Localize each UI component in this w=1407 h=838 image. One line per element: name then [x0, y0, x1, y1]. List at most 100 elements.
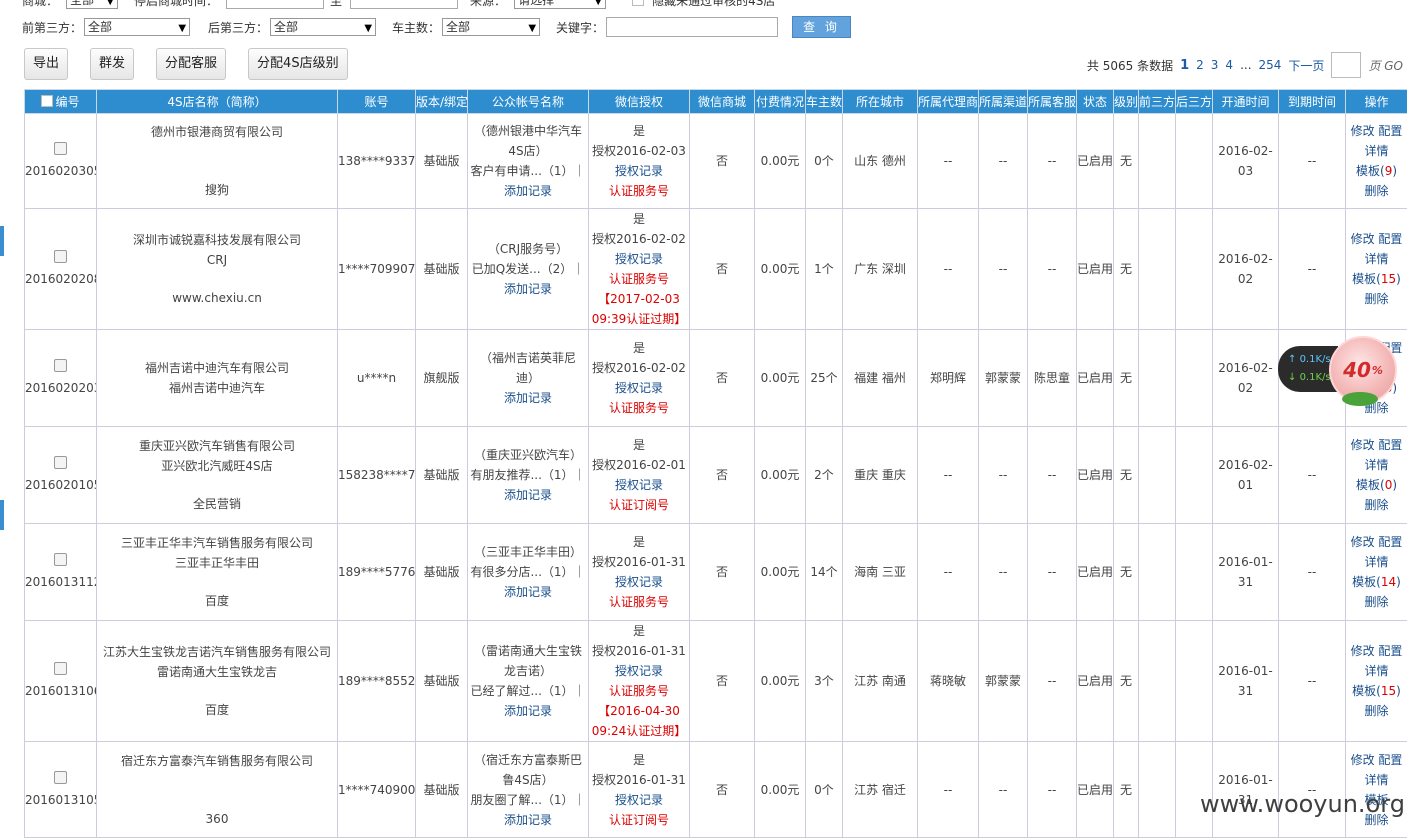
hide-unapproved-checkbox[interactable] [632, 0, 644, 6]
page-jump-input[interactable] [1331, 52, 1361, 78]
config-link[interactable]: 配置 [1378, 124, 1402, 138]
page-link-3[interactable]: 3 [1211, 58, 1219, 72]
template-link[interactable]: 模板(0) [1356, 478, 1397, 492]
auth-record-link[interactable]: 授权记录 [589, 161, 689, 181]
mall-select[interactable]: 全部▼ [66, 0, 118, 9]
delete-link[interactable]: 删除 [1364, 292, 1388, 306]
store-name: 三亚丰正华丰汽车销售服务有限公司 [97, 533, 337, 553]
auth-flag: 是 [589, 121, 689, 141]
config-link[interactable]: 配置 [1378, 535, 1402, 549]
detail-link[interactable]: 详情 [1364, 458, 1388, 472]
before3-select[interactable]: 全部▼ [84, 18, 190, 36]
add-record-link[interactable]: 添加记录 [468, 701, 588, 721]
version-cell: 基础版 [416, 209, 468, 330]
agent-cell: -- [918, 114, 979, 209]
detail-link[interactable]: 详情 [1364, 773, 1388, 787]
delete-link[interactable]: 删除 [1364, 498, 1388, 512]
go-button[interactable]: 页 GO [1368, 57, 1403, 74]
export-button[interactable]: 导出 [24, 48, 68, 80]
toolbar: 导出 群发 分配客服 分配4S店级别 [24, 48, 370, 80]
assign-level-button[interactable]: 分配4S店级别 [248, 48, 348, 80]
wx-name: （CRJ服务号） [468, 239, 588, 259]
add-record-link[interactable]: 添加记录 [468, 485, 588, 505]
row-checkbox[interactable] [54, 359, 67, 372]
row-checkbox[interactable] [54, 250, 67, 263]
page-link-2[interactable]: 2 [1196, 58, 1204, 72]
after3-cell [1176, 524, 1213, 621]
auth-flag: 是 [589, 338, 689, 358]
owners-label: 车主数： [392, 19, 440, 36]
query-button[interactable]: 查 询 [792, 16, 851, 38]
version-cell: 基础版 [416, 621, 468, 742]
edit-link[interactable]: 修改 [1351, 124, 1375, 138]
channel-cell: -- [979, 114, 1028, 209]
next-page-link[interactable]: 下一页 [1288, 57, 1324, 74]
template-link[interactable]: 模板(9) [1356, 164, 1397, 178]
edit-link[interactable]: 修改 [1351, 753, 1375, 767]
config-link[interactable]: 配置 [1378, 232, 1402, 246]
auth-date: 授权2016-01-31 [589, 641, 689, 661]
edit-link[interactable]: 修改 [1351, 535, 1375, 549]
after3-select[interactable]: 全部▼ [270, 18, 376, 36]
group-send-button[interactable]: 群发 [90, 48, 134, 80]
page-link-1[interactable]: 1 [1180, 58, 1189, 73]
auth-record-link[interactable]: 授权记录 [589, 378, 689, 398]
config-link[interactable]: 配置 [1378, 438, 1402, 452]
keyword-input[interactable] [606, 17, 778, 37]
detail-link[interactable]: 详情 [1364, 252, 1388, 266]
add-record-link[interactable]: 添加记录 [468, 582, 588, 602]
row-checkbox[interactable] [54, 142, 67, 155]
page-link-4[interactable]: 4 [1225, 58, 1233, 72]
add-record-link[interactable]: 添加记录 [468, 279, 588, 299]
auth-record-link[interactable]: 授权记录 [589, 790, 689, 810]
detail-link[interactable]: 详情 [1364, 555, 1388, 569]
row-checkbox[interactable] [54, 771, 67, 784]
cs-cell: -- [1028, 742, 1077, 838]
detail-link[interactable]: 详情 [1364, 664, 1388, 678]
auth-record-link[interactable]: 授权记录 [589, 475, 689, 495]
open-date-cell: 2016-02-01 [1213, 427, 1279, 524]
col-wx-name: 公众帐号名称 [468, 90, 589, 114]
add-record-link[interactable]: 添加记录 [468, 181, 588, 201]
template-link[interactable]: 模板(15) [1352, 684, 1401, 698]
cs-cell: -- [1028, 427, 1077, 524]
owners-select[interactable]: 全部▼ [442, 18, 540, 36]
edit-link[interactable]: 修改 [1351, 438, 1375, 452]
edit-link[interactable]: 修改 [1351, 644, 1375, 658]
row-checkbox[interactable] [54, 662, 67, 675]
end-date-input[interactable] [350, 0, 458, 9]
delete-link[interactable]: 删除 [1364, 184, 1388, 198]
start-date-input[interactable] [226, 0, 324, 9]
expire-date-cell: -- [1279, 114, 1346, 209]
delete-link[interactable]: 删除 [1364, 704, 1388, 718]
config-link[interactable]: 配置 [1378, 753, 1402, 767]
add-record-link[interactable]: 添加记录 [468, 810, 588, 830]
wx-name-cell: （雷诺南通大生宝铁龙吉诺）已经了解过...（1）｜添加记录 [468, 621, 589, 742]
page-link-last[interactable]: 254 [1259, 58, 1282, 72]
detail-link[interactable]: 详情 [1364, 144, 1388, 158]
source-select[interactable]: 请选择▼ [514, 0, 606, 9]
template-link[interactable]: 模板(14) [1352, 575, 1401, 589]
open-date-cell: 2016-02-02 [1213, 209, 1279, 330]
auth-record-link[interactable]: 授权记录 [589, 661, 689, 681]
assign-cs-button[interactable]: 分配客服 [156, 48, 226, 80]
after3-label: 后第三方： [208, 19, 268, 36]
wx-name-cell: （三亚丰正华丰田）有很多分店...（1）｜添加记录 [468, 524, 589, 621]
pagination: 共 5065 条数据 1 2 3 4 ... 254 下一页 页 GO [1087, 52, 1403, 78]
delete-link[interactable]: 删除 [1364, 595, 1388, 609]
store-table: 编号 4S店名称（简称） 账号 版本/绑定 公众帐号名称 微信授权 微信商城 付… [24, 89, 1407, 838]
auth-record-link[interactable]: 授权记录 [589, 249, 689, 269]
store-name: 德州市银港商贸有限公司 [97, 122, 337, 142]
auth-date: 授权2016-02-01 [589, 455, 689, 475]
before3-cell [1139, 427, 1176, 524]
template-link[interactable]: 模板(15) [1352, 272, 1401, 286]
config-link[interactable]: 配置 [1378, 644, 1402, 658]
edit-link[interactable]: 修改 [1351, 232, 1375, 246]
select-all-checkbox[interactable] [41, 95, 53, 107]
auth-record-link[interactable]: 授权记录 [589, 572, 689, 592]
add-record-link[interactable]: 添加记录 [468, 388, 588, 408]
row-checkbox[interactable] [54, 456, 67, 469]
row-checkbox[interactable] [54, 553, 67, 566]
status-cell: 已启用 [1077, 621, 1114, 742]
